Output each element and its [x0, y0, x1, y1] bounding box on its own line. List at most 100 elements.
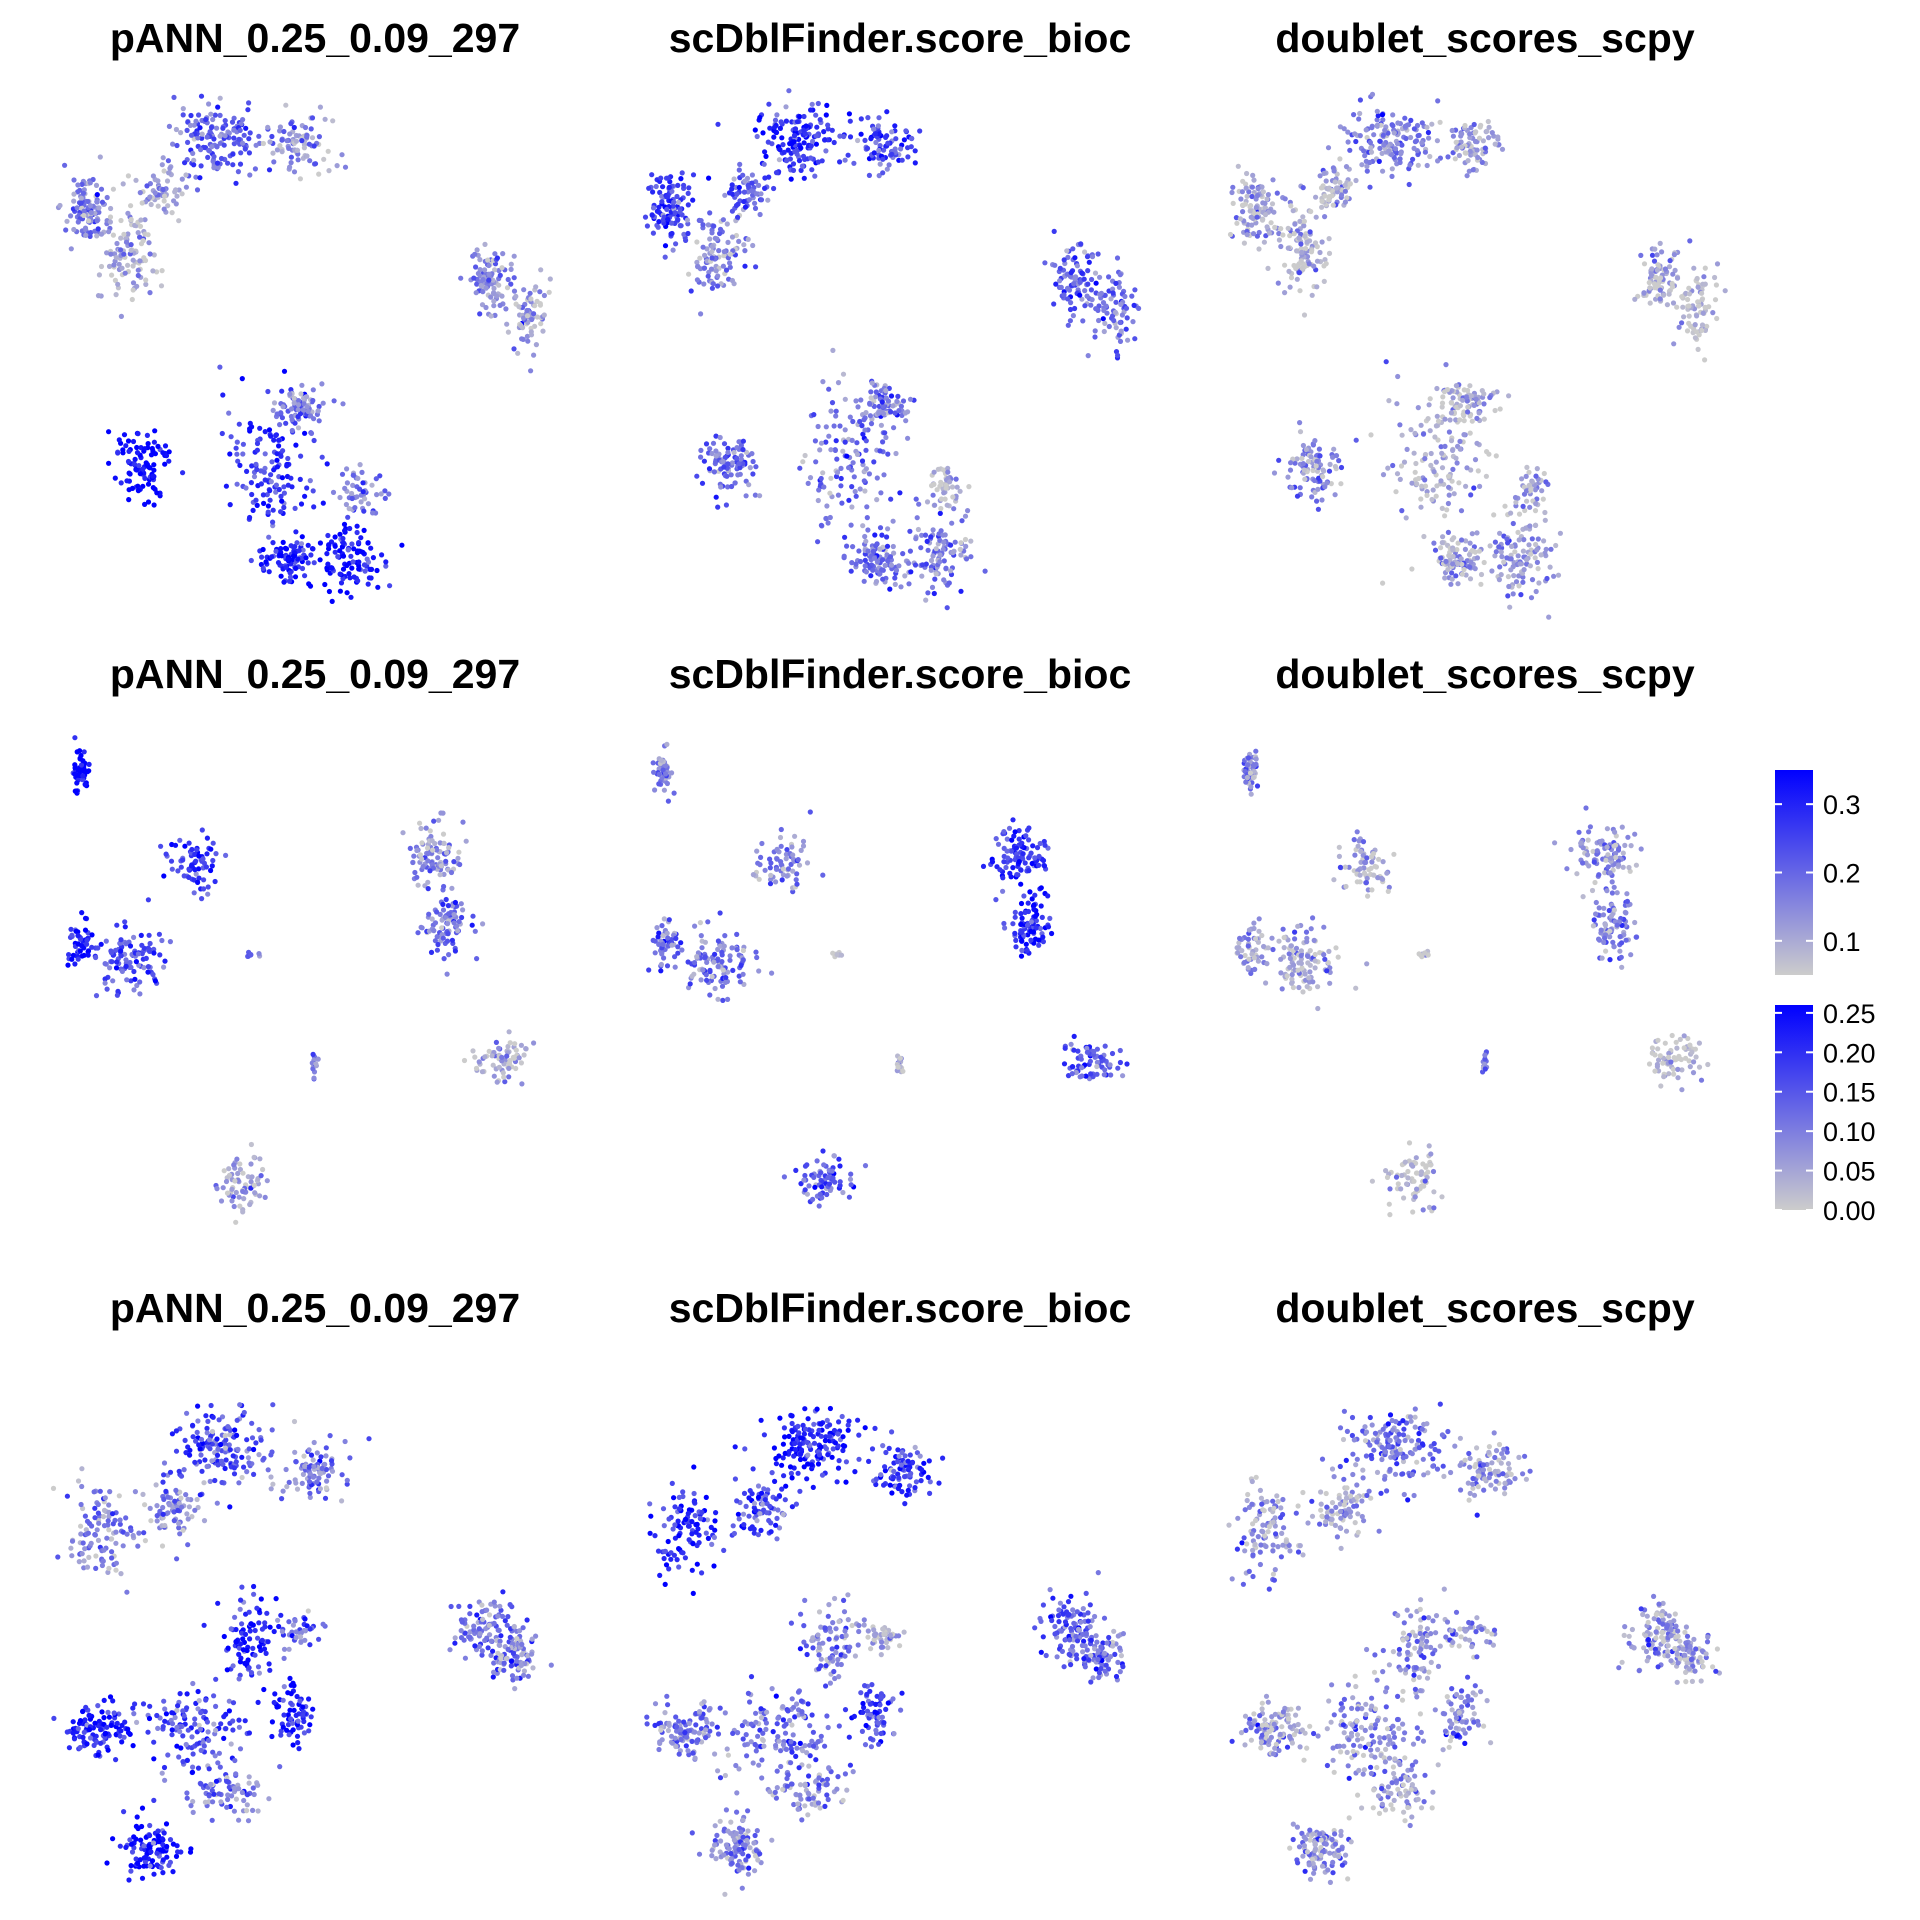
cell-point [1084, 293, 1090, 299]
cell-point [862, 1163, 869, 1169]
cell-point [860, 431, 866, 437]
cell-point [677, 209, 683, 215]
cell-point [145, 232, 151, 238]
cell-point [1087, 1058, 1093, 1064]
cell-point [432, 840, 438, 847]
cell-point [824, 503, 830, 509]
cell-point [758, 191, 764, 197]
cell-point [1123, 305, 1130, 311]
cell-point [832, 447, 839, 453]
cell-point [719, 959, 725, 965]
cell-point [862, 137, 868, 143]
cell-point [725, 445, 731, 451]
cell-point [1079, 1073, 1085, 1079]
cell-point [658, 757, 665, 763]
cell-point [1086, 259, 1092, 265]
cell-point [273, 548, 279, 554]
cell-point [1546, 614, 1552, 620]
cell-point [707, 446, 713, 452]
cell-point [1036, 862, 1042, 869]
cell-point [743, 449, 750, 455]
cell-point [205, 154, 211, 160]
cell-point [812, 438, 819, 444]
cell-point [792, 126, 799, 132]
cell-point [524, 313, 531, 319]
cell-point [1326, 185, 1332, 191]
cell-point [1415, 133, 1421, 139]
cell-point [317, 540, 323, 546]
cell-point [1371, 132, 1377, 138]
cell-point [653, 183, 659, 190]
cell-point [349, 495, 355, 502]
cell-point [158, 283, 165, 289]
cell-point [1327, 461, 1333, 467]
cell-point [281, 128, 287, 135]
cell-point [1694, 275, 1700, 282]
cell-point [888, 562, 895, 568]
cell-point [482, 267, 488, 273]
cell-point [499, 1054, 505, 1060]
cell-point [1067, 318, 1073, 324]
cell-point [654, 925, 660, 931]
cell-point [1434, 138, 1440, 144]
cell-point [431, 928, 437, 934]
panel-title-scpy: doublet_scores_scpy [1275, 15, 1694, 61]
cell-point [211, 154, 217, 160]
cell-point [118, 217, 124, 224]
cell-point [208, 867, 214, 874]
cell-point [141, 965, 147, 971]
cell-point [313, 1061, 319, 1067]
cell-point [1081, 276, 1087, 282]
cell-point [749, 172, 756, 178]
cell-point [1533, 501, 1539, 507]
cell-point [831, 139, 837, 146]
cell-point [1439, 540, 1445, 546]
cell-point [1497, 406, 1503, 412]
cell-point [1497, 530, 1503, 536]
cell-point [850, 460, 856, 466]
cell-point [888, 496, 894, 502]
cell-point [862, 488, 868, 494]
cell-point [1655, 262, 1661, 268]
cell-point [1024, 922, 1031, 928]
cell-point [1255, 192, 1261, 199]
cell-point [1467, 383, 1473, 389]
cell-point [734, 191, 740, 197]
cell-point [801, 140, 807, 146]
cell-point [1250, 231, 1257, 237]
cell-point [286, 578, 293, 584]
cell-point [895, 1064, 901, 1070]
cell-point [1534, 466, 1540, 472]
cell-point [365, 501, 371, 507]
cell-point [477, 311, 483, 317]
cell-point [198, 163, 204, 169]
cell-point [210, 857, 216, 864]
cell-point [902, 410, 909, 416]
cell-point [1516, 583, 1522, 589]
cell-point [246, 150, 252, 156]
cell-point [165, 158, 171, 164]
cell-point [217, 140, 223, 146]
cell-point [237, 161, 244, 167]
cell-point [1686, 285, 1692, 291]
cell-point [440, 907, 447, 913]
cell-point [912, 148, 918, 154]
cell-point [1532, 487, 1538, 493]
cell-point [193, 871, 199, 877]
cell-point [81, 208, 87, 214]
cell-point [900, 1068, 906, 1074]
cell-point [492, 251, 498, 257]
cell-point [881, 472, 887, 478]
cell-point [1332, 463, 1338, 470]
cell-point [332, 534, 338, 540]
cell-point [142, 501, 148, 507]
cell-point [1381, 142, 1387, 148]
cell-point [707, 236, 713, 242]
cell-point [715, 283, 721, 289]
cell-point [899, 157, 905, 163]
cell-point [1093, 306, 1099, 312]
cell-point [953, 476, 959, 482]
cell-point [1314, 458, 1320, 464]
cell-point [473, 290, 479, 296]
cell-point [746, 197, 752, 203]
